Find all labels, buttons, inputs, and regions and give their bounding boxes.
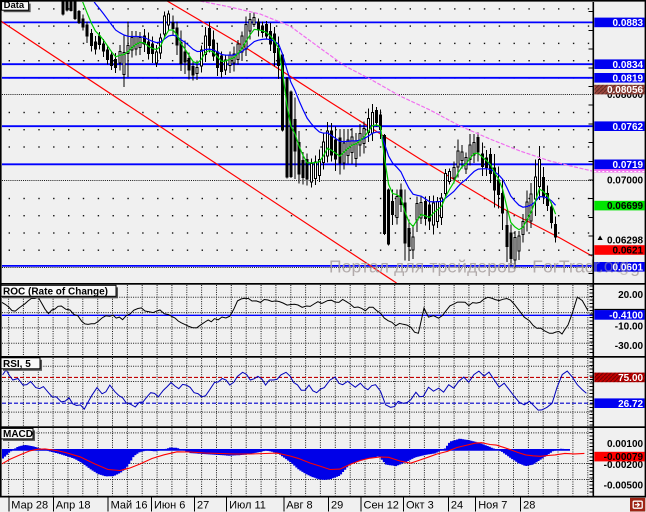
svg-text:0.06298: 0.06298 (607, 236, 644, 247)
svg-text:0.00100: 0.00100 (607, 439, 644, 450)
svg-text:ROC (Rate of Change): ROC (Rate of Change) (3, 286, 108, 297)
svg-text:0.0762: 0.0762 (613, 122, 644, 133)
svg-text:29: 29 (331, 500, 343, 512)
svg-text:0.0719: 0.0719 (613, 160, 644, 171)
svg-text:75.00: 75.00 (618, 373, 643, 384)
svg-text:Ноя 7: Ноя 7 (478, 500, 507, 512)
svg-text:0.0601: 0.0601 (613, 262, 644, 273)
svg-text:-0.00500: -0.00500 (604, 481, 644, 492)
svg-text:Портал для трейдеров - ForTrad: Портал для трейдеров - ForTrader.org (329, 257, 640, 277)
svg-text:Сен 12: Сен 12 (364, 500, 399, 512)
svg-text:-0.00079: -0.00079 (604, 452, 644, 463)
svg-text:0.0883: 0.0883 (613, 18, 644, 29)
svg-text:0.07000: 0.07000 (607, 176, 644, 187)
svg-text:0.0819: 0.0819 (613, 73, 644, 84)
svg-text:27: 27 (197, 500, 209, 512)
svg-text:0.08000: 0.08000 (607, 90, 644, 101)
svg-text:Мар 28: Мар 28 (11, 500, 48, 512)
svg-text:26.72: 26.72 (618, 399, 643, 410)
svg-text:-0.4100: -0.4100 (609, 311, 643, 322)
svg-text:20.00: 20.00 (618, 290, 643, 301)
svg-text:-0.00200: -0.00200 (604, 460, 644, 471)
svg-text:Авг 8: Авг 8 (286, 500, 312, 512)
svg-text:r.org: r.org (594, 256, 629, 276)
svg-text:Май 16: Май 16 (111, 500, 148, 512)
svg-text:0.06699: 0.06699 (607, 201, 644, 212)
svg-text:MACD: MACD (3, 429, 33, 440)
svg-text:RSI, 5: RSI, 5 (3, 359, 31, 370)
svg-text:Июн 6: Июн 6 (154, 500, 185, 512)
svg-text:0.0621: 0.0621 (613, 246, 644, 257)
svg-text:24: 24 (451, 500, 463, 512)
svg-text:-30.00: -30.00 (615, 341, 644, 352)
svg-text:Июл 11: Июл 11 (229, 500, 266, 512)
svg-text:Апр 18: Апр 18 (56, 500, 91, 512)
svg-text:0.0834: 0.0834 (613, 60, 644, 71)
svg-text:Окт 3: Окт 3 (406, 500, 434, 512)
svg-text:0.08056: 0.08056 (607, 85, 644, 96)
svg-text:-10.00: -10.00 (615, 321, 644, 332)
svg-text:28: 28 (523, 500, 535, 512)
svg-text:Data: Data (4, 0, 25, 11)
